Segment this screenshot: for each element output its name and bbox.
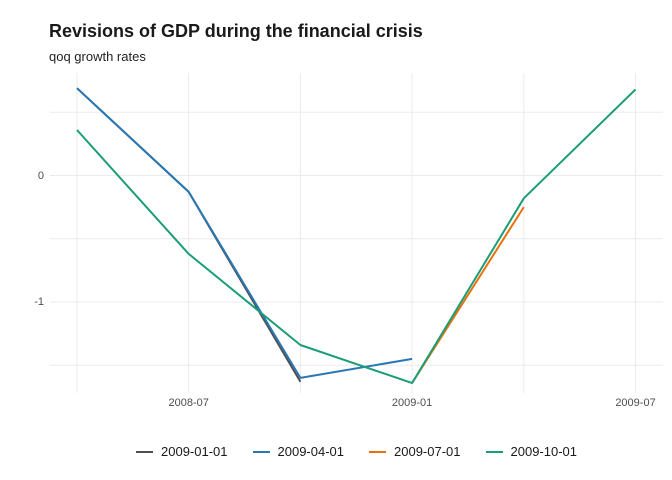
legend: 2009-01-01 2009-04-01 2009-07-01 2009-10…: [50, 444, 663, 459]
legend-item-2009-01-01: 2009-01-01: [136, 444, 228, 459]
y-tick-label: 0: [37, 169, 44, 182]
gridlines: [50, 73, 663, 393]
legend-item-2009-07-01: 2009-07-01: [369, 444, 461, 459]
series-line-2009-04-01: [76, 87, 413, 379]
legend-label: 2009-01-01: [161, 444, 228, 459]
series-lines: [76, 87, 637, 384]
chart-title: Revisions of GDP during the financial cr…: [49, 21, 423, 41]
legend-key-line-icon: [136, 450, 153, 453]
chart-subtitle: qoq growth rates: [49, 49, 146, 64]
y-tick-label: -1: [34, 296, 44, 308]
legend-item-2009-04-01: 2009-04-01: [252, 444, 345, 459]
legend-item-2009-10-01: 2009-10-01: [485, 444, 578, 459]
legend-label: 2009-07-01: [394, 444, 461, 459]
legend-key-line-icon: [485, 450, 503, 453]
legend-key-line-icon: [252, 450, 270, 453]
legend-key-line-icon: [369, 450, 386, 453]
x-tick-label: 2009-07: [615, 397, 656, 409]
legend-label: 2009-04-01: [277, 444, 345, 459]
x-tick-label: 2009-01: [391, 397, 433, 409]
series-line-2009-10-01: [76, 88, 637, 384]
x-tick-label: 2008-07: [168, 397, 209, 409]
legend-label: 2009-10-01: [510, 444, 578, 459]
